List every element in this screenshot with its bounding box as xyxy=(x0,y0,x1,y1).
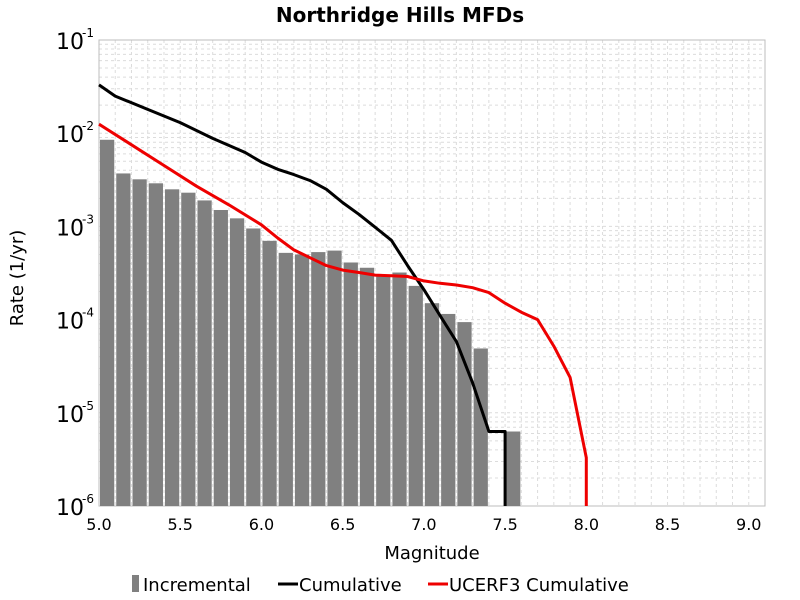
y-tick-exponent: -3 xyxy=(82,212,94,226)
x-tick-label: 8.5 xyxy=(655,515,680,534)
incremental-bar xyxy=(164,189,180,506)
y-tick-label: 10 xyxy=(56,30,84,55)
x-tick-label: 5.0 xyxy=(86,515,111,534)
incremental-bar xyxy=(343,262,358,506)
incremental-bar xyxy=(408,285,423,506)
incremental-bar xyxy=(100,139,115,507)
incremental-bar xyxy=(148,183,163,506)
legend-label-ucerf3: UCERF3 Cumulative xyxy=(449,575,629,596)
y-tick-label: 10 xyxy=(56,123,84,148)
legend-swatch-incremental xyxy=(132,575,139,592)
x-tick-label: 7.0 xyxy=(411,515,436,534)
cumulative-lines xyxy=(98,83,588,506)
incremental-bar xyxy=(197,200,212,506)
y-tick-exponent: -5 xyxy=(82,399,94,413)
incremental-bar xyxy=(327,250,342,506)
y-tick-label: 10 xyxy=(56,403,84,428)
cumulative-line xyxy=(98,83,507,506)
incremental-bar xyxy=(392,272,407,506)
incremental-bar xyxy=(376,276,391,506)
y-axis-label: Rate (1/yr) xyxy=(7,230,28,327)
incremental-bar xyxy=(278,252,293,506)
y-tick-labels: 10-110-210-310-410-510-6 xyxy=(56,26,94,521)
incremental-bar xyxy=(181,192,196,507)
x-tick-label: 8.0 xyxy=(574,515,599,534)
incremental-bars xyxy=(100,139,521,507)
incremental-bar xyxy=(424,303,440,506)
incremental-bar xyxy=(441,313,456,506)
y-tick-exponent: -2 xyxy=(82,119,94,133)
incremental-bar xyxy=(229,218,245,506)
x-tick-label: 5.5 xyxy=(167,515,192,534)
incremental-bar xyxy=(473,348,488,506)
incremental-bar xyxy=(213,209,228,507)
incremental-bar xyxy=(311,252,326,506)
incremental-bar xyxy=(132,179,147,507)
incremental-bar xyxy=(506,431,521,506)
incremental-bar xyxy=(262,240,277,507)
y-tick-label: 10 xyxy=(56,216,84,241)
x-tick-labels: 5.0 5.5 6.0 6.5 7.0 7.5 8.0 8.5 9.0 xyxy=(86,515,761,534)
chart-title: Northridge Hills MFDs xyxy=(276,3,524,27)
y-tick-exponent: -6 xyxy=(82,492,94,506)
x-tick-label: 9.0 xyxy=(736,515,761,534)
legend-label-incremental: Incremental xyxy=(143,575,251,596)
x-tick-label: 6.0 xyxy=(249,515,274,534)
y-tick-label: 10 xyxy=(56,310,84,335)
incremental-bar xyxy=(294,254,310,506)
incremental-bar xyxy=(359,267,375,506)
x-axis-label: Magnitude xyxy=(384,543,479,564)
y-tick-label: 10 xyxy=(56,496,84,521)
ucerf3-cumulative-line xyxy=(98,122,588,506)
incremental-bar xyxy=(116,173,131,506)
legend-label-cumulative: Cumulative xyxy=(299,575,402,596)
y-tick-exponent: -4 xyxy=(82,306,94,320)
legend: Incremental Cumulative UCERF3 Cumulative xyxy=(132,575,629,596)
y-tick-exponent: -1 xyxy=(82,26,94,40)
x-tick-label: 6.5 xyxy=(330,515,355,534)
incremental-bar xyxy=(246,228,261,506)
x-tick-label: 7.5 xyxy=(492,515,517,534)
